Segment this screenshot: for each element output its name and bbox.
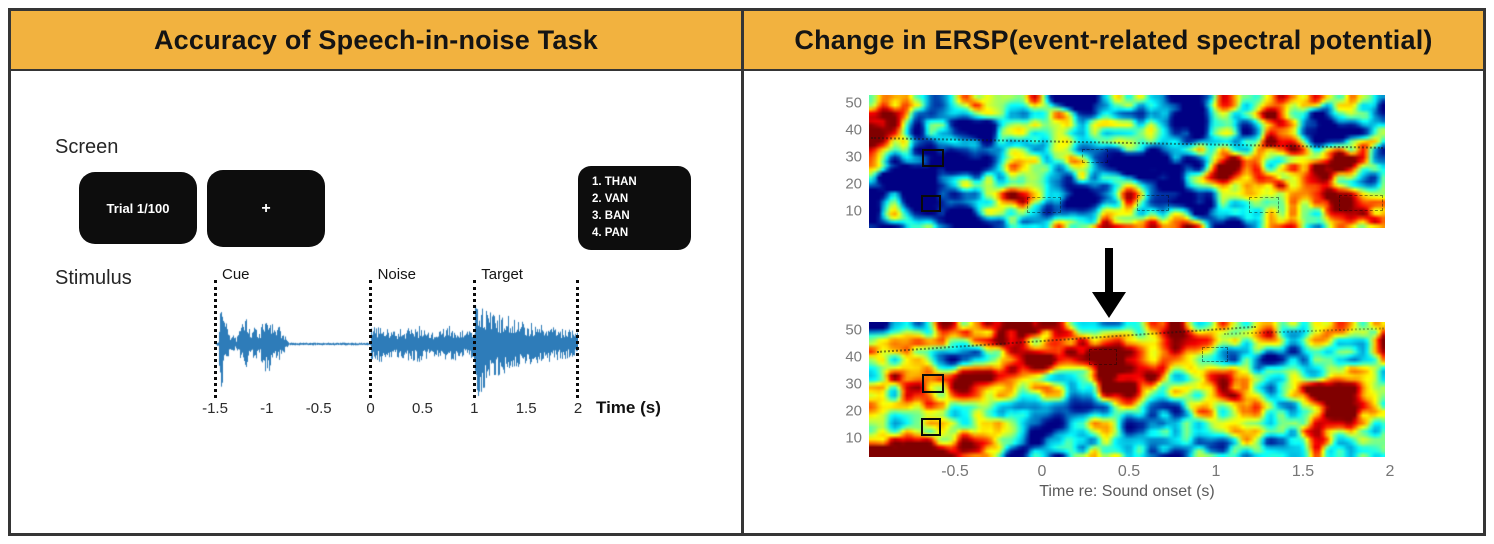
ersp-y-tick-label: 50 bbox=[845, 94, 862, 112]
roi-box-faint bbox=[1249, 197, 1279, 213]
waveform-x-tick-label: 0.5 bbox=[411, 400, 433, 417]
roi-box-faint bbox=[1082, 149, 1108, 163]
stimulus-waveform-canvas bbox=[215, 282, 578, 397]
ersp-y-tick-label: 30 bbox=[845, 148, 862, 166]
answer-choice: 2. VAN bbox=[592, 193, 629, 205]
roi-box-faint bbox=[1027, 197, 1061, 213]
ersp-x-tick-label: -0.5 bbox=[941, 463, 969, 480]
segment-label: Noise bbox=[377, 266, 416, 283]
ersp-y-tick-label: 30 bbox=[845, 375, 862, 393]
waveform-x-tick-label: -0.5 bbox=[305, 400, 332, 417]
left-panel-title: Accuracy of Speech-in-noise Task bbox=[153, 24, 599, 55]
roi-box bbox=[921, 418, 941, 436]
segment-boundary-line bbox=[213, 280, 217, 398]
ersp-x-axis-label: Time re: Sound onset (s) bbox=[1039, 483, 1215, 500]
waveform-x-tick-label: 1 bbox=[470, 400, 479, 417]
ersp-y-tick-label: 10 bbox=[845, 429, 862, 447]
ersp-x-tick-label: 2 bbox=[1385, 463, 1395, 480]
roi-box bbox=[922, 149, 944, 167]
ersp-y-tick-label: 40 bbox=[845, 121, 862, 139]
speech-task-body: Screen Trial 1/100 + 1. THAN 2. VAN 3. BAN… bbox=[11, 71, 741, 533]
trial-counter-screen: Trial 1/100 bbox=[79, 172, 197, 244]
answer-choice: 4. PAN bbox=[592, 227, 629, 239]
screen-label: Screen bbox=[55, 136, 119, 158]
segment-label: Target bbox=[481, 266, 523, 283]
down-arrow-icon bbox=[1092, 248, 1126, 318]
roi-box-faint bbox=[1202, 347, 1228, 362]
stimulus-label: Stimulus bbox=[55, 267, 132, 289]
waveform-x-tick-label: -1 bbox=[260, 400, 274, 417]
roi-box-faint bbox=[1137, 195, 1169, 211]
ersp-y-tick-label: 40 bbox=[845, 348, 862, 366]
segment-boundary-line bbox=[369, 280, 373, 398]
right-panel-title: Change in ERSP(event-related spectral po… bbox=[794, 24, 1433, 55]
fixation-cross: + bbox=[261, 199, 271, 217]
down-arrow-shaft bbox=[1105, 248, 1113, 294]
waveform-x-tick-label: 0 bbox=[366, 400, 375, 417]
ersp-y-tick-label: 10 bbox=[845, 202, 862, 220]
ersp-y-tick-label: 20 bbox=[845, 402, 862, 420]
waveform-x-tick-label: -1.5 bbox=[202, 400, 228, 417]
waveform-x-tick-label: 2 bbox=[573, 400, 583, 417]
figure-frame: Accuracy of Speech-in-noise Task Screen … bbox=[8, 8, 1486, 536]
left-panel-header: Accuracy of Speech-in-noise Task bbox=[11, 11, 741, 71]
roi-box-faint bbox=[1089, 349, 1117, 365]
segment-label: Cue bbox=[222, 266, 250, 283]
down-arrow-head bbox=[1092, 292, 1126, 318]
ersp-heatmap-before bbox=[869, 95, 1385, 228]
roi-box-faint bbox=[1339, 195, 1383, 211]
ersp-y-tick-label: 50 bbox=[845, 321, 862, 339]
fixation-cross-screen: + bbox=[207, 170, 325, 247]
ersp-x-tick-label: 0 bbox=[1037, 463, 1047, 480]
roi-box bbox=[921, 195, 941, 212]
waveform-x-tick-label: 1.5 bbox=[515, 400, 537, 417]
answer-choice: 3. BAN bbox=[592, 210, 630, 222]
ersp-panel: Change in ERSP(event-related spectral po… bbox=[744, 11, 1483, 533]
segment-boundary-line bbox=[576, 280, 580, 398]
ersp-x-tick-label: 1.5 bbox=[1291, 463, 1315, 480]
roi-box bbox=[922, 374, 944, 393]
ersp-body: Time re: Sound onset (s) -0.5 0 0.5 1 1.5 2 50… bbox=[744, 71, 1483, 533]
right-panel-header: Change in ERSP(event-related spectral po… bbox=[744, 11, 1483, 71]
ersp-heatmap-after bbox=[869, 322, 1385, 457]
ersp-x-tick-label: 0.5 bbox=[1117, 463, 1141, 480]
segment-boundary-line bbox=[472, 280, 476, 398]
speech-task-panel: Accuracy of Speech-in-noise Task Screen … bbox=[11, 11, 744, 533]
answer-choice: 1. THAN bbox=[592, 176, 637, 188]
ersp-y-tick-label: 20 bbox=[845, 175, 862, 193]
trial-counter-text: Trial 1/100 bbox=[106, 200, 170, 216]
answer-options-screen: 1. THAN 2. VAN 3. BAN 4. PAN bbox=[578, 166, 691, 250]
time-axis-label: Time (s) bbox=[596, 398, 661, 417]
ersp-x-tick-label: 1 bbox=[1211, 463, 1221, 480]
